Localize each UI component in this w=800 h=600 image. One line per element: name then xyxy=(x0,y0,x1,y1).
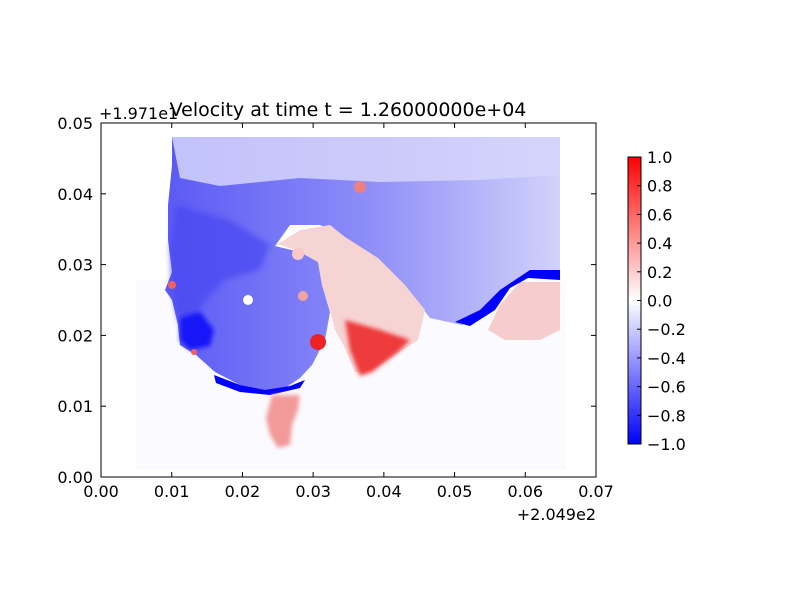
chart-title: Velocity at time t = 1.26000000e+04 xyxy=(170,99,527,121)
colorbar-tick-label: −0.2 xyxy=(647,320,686,339)
heatmap-field xyxy=(101,123,596,477)
colorbar-tick-label: 0.4 xyxy=(647,234,672,253)
x-axis-offset-label: +2.049e2 xyxy=(517,505,596,524)
x-tick-label: 0.03 xyxy=(295,482,331,501)
colorbar-tick-label: 0.0 xyxy=(647,292,672,311)
colorbar-ticks: 1.0 0.8 0.6 0.4 0.2 0.0 −0.2 −0.4 −0.6 −0.8 −1.0 xyxy=(637,148,686,454)
y-axis: 0.00 0.01 0.02 0.03 0.04 0.05 xyxy=(57,114,596,487)
x-tick-label: 0.04 xyxy=(366,482,402,501)
y-tick-label: 0.04 xyxy=(57,185,93,204)
y-axis-offset-label: +1.971e1 xyxy=(99,104,178,123)
colorbar-tick-label: 0.2 xyxy=(647,263,672,282)
x-axis: 0.00 0.01 0.02 0.03 0.04 0.05 0.06 0.07 xyxy=(83,123,614,501)
colorbar-tick-label: 0.6 xyxy=(647,205,672,224)
y-tick-label: 0.01 xyxy=(57,397,93,416)
x-tick-label: 0.01 xyxy=(154,482,190,501)
x-tick-label: 0.05 xyxy=(437,482,473,501)
colorbar-tick-label: −1.0 xyxy=(647,435,686,454)
colorbar-tick-label: 0.8 xyxy=(647,177,672,196)
colorbar-tick-label: −0.8 xyxy=(647,406,686,425)
colorbar-tick-label: 1.0 xyxy=(647,148,672,167)
colorbar: 1.0 0.8 0.6 0.4 0.2 0.0 −0.2 −0.4 −0.6 −0.8 −1.0 xyxy=(627,148,686,454)
x-tick-label: 0.07 xyxy=(578,482,614,501)
y-tick-label: 0.03 xyxy=(57,256,93,275)
x-tick-label: 0.06 xyxy=(507,482,543,501)
x-tick-label: 0.00 xyxy=(83,482,119,501)
y-tick-label: 0.05 xyxy=(57,114,93,133)
y-tick-label: 0.00 xyxy=(57,468,93,487)
colorbar-tick-label: −0.4 xyxy=(647,349,686,368)
x-tick-label: 0.02 xyxy=(225,482,261,501)
colorbar-tick-label: −0.6 xyxy=(647,378,686,397)
y-tick-label: 0.02 xyxy=(57,326,93,345)
plot-area-frame xyxy=(100,122,597,478)
